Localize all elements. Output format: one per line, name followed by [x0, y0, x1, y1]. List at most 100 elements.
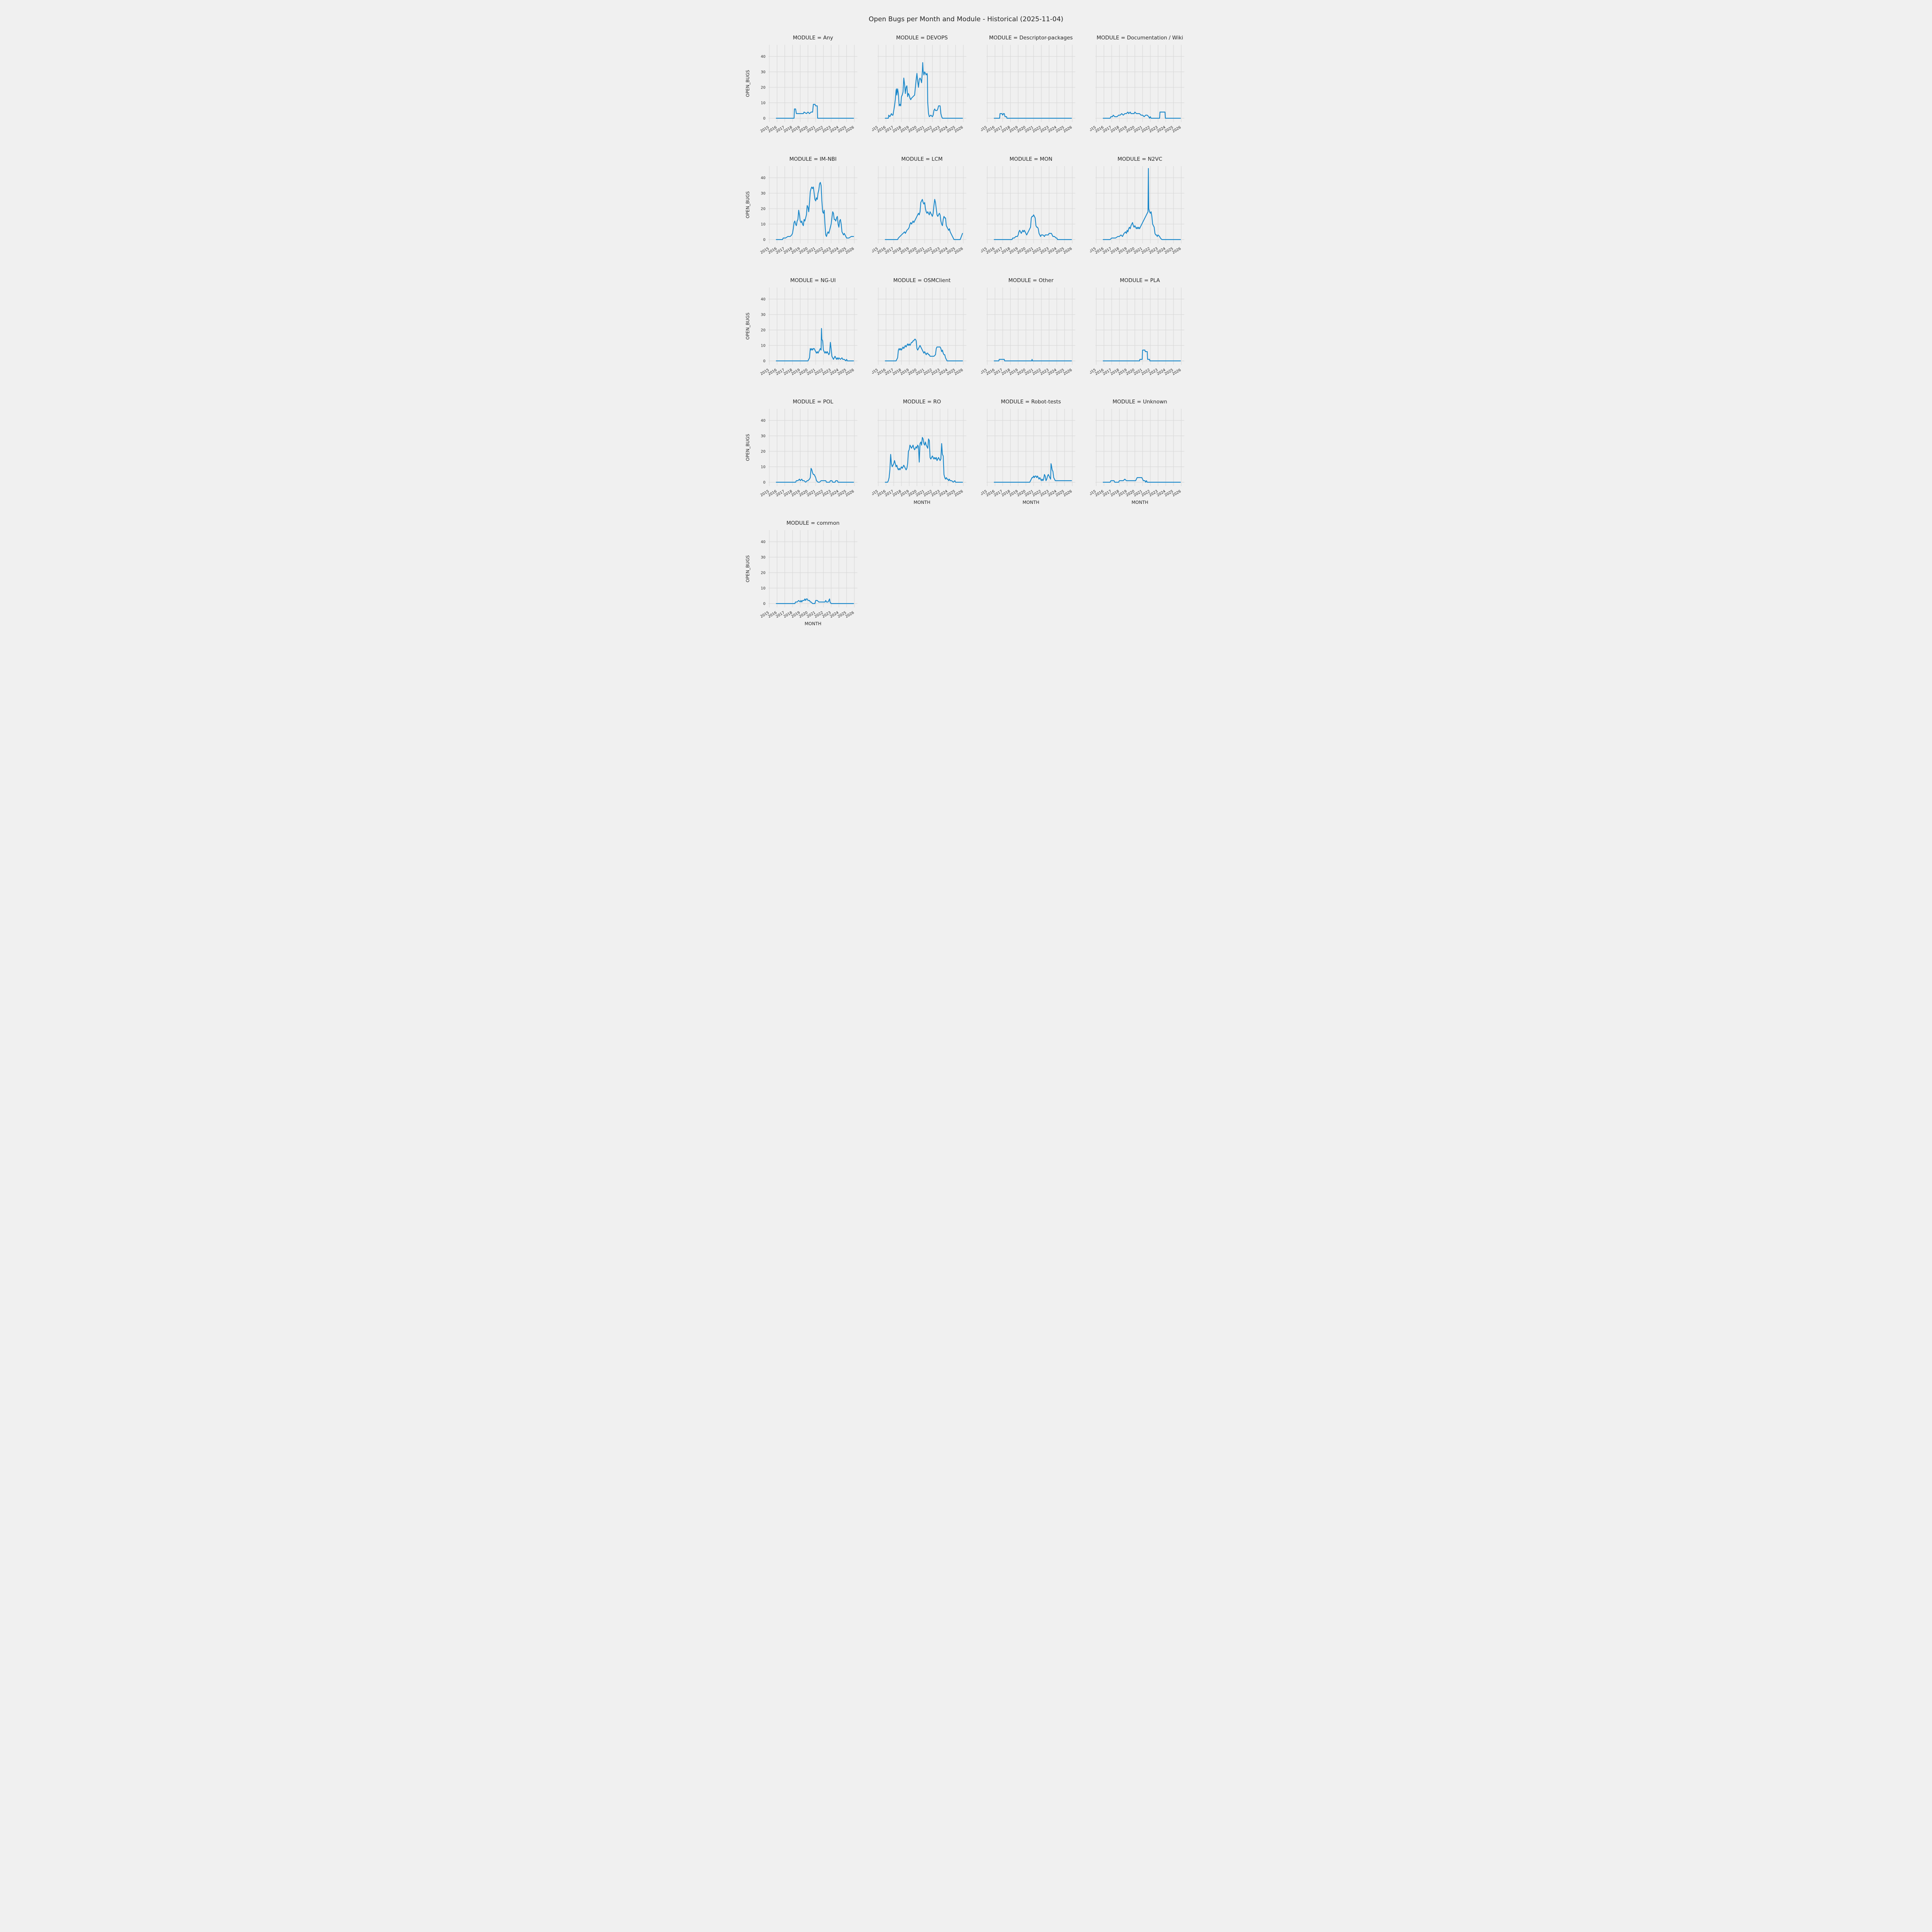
facet-plot: 2015201620172018201920202021202220232024… [745, 409, 857, 498]
y-tick-label: 30 [761, 313, 765, 317]
y-tick-label: 0 [763, 359, 765, 364]
y-tick-label: 40 [761, 540, 765, 544]
facet-plot: 2015201620172018201920202021202220232024… [981, 409, 1075, 505]
y-tick-label: 0 [763, 602, 765, 606]
facet-title: MODULE = Other [1008, 277, 1054, 284]
facet-ro: MODULE = RO 2015 2016 2017 2018 2019 2020 2021 2… [872, 399, 970, 506]
facet-title: MODULE = DEVOPS [896, 35, 948, 41]
facet-im-nbi: MODULE = IM-NBI 2015 2016 2017 2018 2019 2020 2… [744, 156, 861, 264]
facet-title: MODULE = Any [793, 35, 833, 41]
y-axis-label: OPEN_BUGS [745, 313, 750, 340]
facet-plot: 2015201620172018201920202021202220232024… [981, 287, 1075, 376]
open-bugs-line [1102, 111, 1181, 119]
open-bugs-line [776, 104, 854, 119]
facet-title: MODULE = Robot-tests [1001, 399, 1061, 405]
facet-plot: 2015201620172018201920202021202220232024… [745, 530, 857, 626]
facet-devops: MODULE = DEVOPS 2015 2016 2017 2018 2019 2020 2… [872, 35, 970, 142]
open-bugs-line [776, 182, 854, 240]
facet-plot: 2015201620172018201920202021202220232024… [981, 45, 1075, 134]
facet-title: MODULE = NG-UI [790, 277, 836, 284]
x-tick-label: 2026 [1172, 489, 1182, 498]
y-axis-label: OPEN_BUGS [745, 70, 750, 97]
facet-plot: 2015201620172018201920202021202220232024… [1090, 166, 1184, 255]
y-tick-label: 0 [763, 238, 765, 242]
x-axis-label: MONTH [1022, 500, 1039, 505]
x-tick-label: 2026 [954, 247, 964, 255]
facet-title: MODULE = N2VC [1117, 156, 1162, 162]
facet-plot: 2015201620172018201920202021202220232024… [872, 166, 966, 255]
y-tick-label: 10 [761, 223, 765, 227]
facet-plot: 2015201620172018201920202021202220232024… [745, 287, 857, 376]
x-tick-label: 2026 [845, 489, 855, 498]
open-bugs-line [776, 598, 854, 604]
y-tick-label: 20 [761, 450, 765, 454]
y-tick-label: 30 [761, 556, 765, 560]
open-bugs-line [993, 463, 1072, 483]
x-tick-label: 2026 [954, 125, 964, 134]
x-tick-label: 2026 [1063, 125, 1073, 134]
y-axis-label: OPEN_BUGS [745, 191, 750, 218]
facet-plot: 2015201620172018201920202021202220232024… [1090, 45, 1184, 134]
facet-title: MODULE = Descriptor-packages [989, 35, 1073, 41]
open-bugs-line [993, 214, 1072, 240]
figure-title: Open Bugs per Month and Module - Histori… [869, 15, 1063, 23]
facet-plot: 2015201620172018201920202021202220232024… [745, 166, 857, 255]
x-axis-label: MONTH [1131, 500, 1148, 505]
y-tick-label: 30 [761, 70, 765, 75]
y-tick-label: 40 [761, 419, 765, 423]
facet-title: MODULE = RO [903, 399, 941, 405]
facet-plot: 2015201620172018201920202021202220232024… [872, 287, 966, 376]
y-tick-label: 20 [761, 207, 765, 211]
x-tick-label: 2026 [845, 368, 855, 376]
open-bugs-line [884, 437, 963, 483]
x-tick-label: 2026 [1063, 489, 1073, 498]
facet-title: MODULE = Documentation / Wiki [1096, 35, 1184, 41]
facet-ng-ui: MODULE = NG-UI 2015 2016 2017 2018 2019 2020 20… [744, 277, 861, 385]
facet-title: MODULE = common [786, 520, 840, 526]
open-bugs-line [884, 62, 963, 119]
facet-title: MODULE = MON [1009, 156, 1053, 162]
facet-common: MODULE = common 2015 2016 2017 2018 2019 2020 2… [744, 520, 861, 628]
facet-plot: 2015201620172018201920202021202220232024… [981, 166, 1075, 255]
x-tick-label: 2026 [1172, 247, 1182, 255]
open-bugs-line [1102, 349, 1181, 362]
facet-plot: 2015201620172018201920202021202220232024… [745, 45, 857, 134]
y-tick-label: 40 [761, 55, 765, 59]
y-tick-label: 40 [761, 298, 765, 302]
facet-mon: MODULE = MON 2015 2016 2017 2018 2019 2020 2021… [981, 156, 1079, 264]
facet-pla: MODULE = PLA 2015 2016 2017 2018 2019 2020 2021… [1090, 277, 1188, 385]
x-tick-label: 2026 [1063, 247, 1073, 255]
facet-documentation-wiki: MODULE = Documentation / Wiki 2015 2016 201… [1090, 35, 1188, 142]
x-tick-label: 2026 [954, 368, 964, 376]
facet-title: MODULE = IM-NBI [789, 156, 837, 162]
facet-plot: 2015201620172018201920202021202220232024… [1090, 409, 1184, 505]
facet-any: MODULE = Any 2015 2016 2017 2018 2019 2020 2021… [744, 35, 861, 142]
y-tick-label: 20 [761, 328, 765, 333]
y-tick-label: 10 [761, 465, 765, 469]
y-tick-label: 10 [761, 101, 765, 105]
open-bugs-line [1102, 168, 1181, 240]
facet-n2vc: MODULE = N2VC 2015 2016 2017 2018 2019 2020 202… [1090, 156, 1188, 264]
x-axis-label: MONTH [913, 500, 930, 505]
facet-plot: 2015201620172018201920202021202220232024… [1090, 287, 1184, 376]
open-bugs-line [1102, 477, 1181, 483]
open-bugs-line [884, 338, 963, 362]
x-tick-label: 2026 [845, 611, 855, 619]
facet-other: MODULE = Other 2015 2016 2017 2018 2019 2020 20… [981, 277, 1079, 385]
open-bugs-line [776, 328, 854, 362]
facet-grid: MODULE = Any 2015 2016 2017 2018 2019 2020 2021… [744, 35, 1188, 628]
x-tick-label: 2026 [1172, 125, 1182, 134]
x-tick-label: 2026 [954, 489, 964, 498]
x-axis-label: MONTH [804, 621, 821, 626]
facet-osmclient: MODULE = OSMClient 2015 2016 2017 2018 2019 20… [872, 277, 970, 385]
y-axis-label: OPEN_BUGS [745, 555, 750, 582]
x-tick-label: 2026 [1063, 368, 1073, 376]
y-tick-label: 0 [763, 481, 765, 485]
x-tick-label: 2026 [1172, 368, 1182, 376]
open-bugs-line [884, 199, 963, 240]
facet-title: MODULE = POL [793, 399, 833, 405]
facet-unknown: MODULE = Unknown 2015 2016 2017 2018 2019 2020… [1090, 399, 1188, 506]
facet-title: MODULE = PLA [1120, 277, 1160, 284]
y-axis-label: OPEN_BUGS [745, 434, 750, 461]
facet-descriptor-packages: MODULE = Descriptor-packages 2015 2016 2017… [981, 35, 1079, 142]
